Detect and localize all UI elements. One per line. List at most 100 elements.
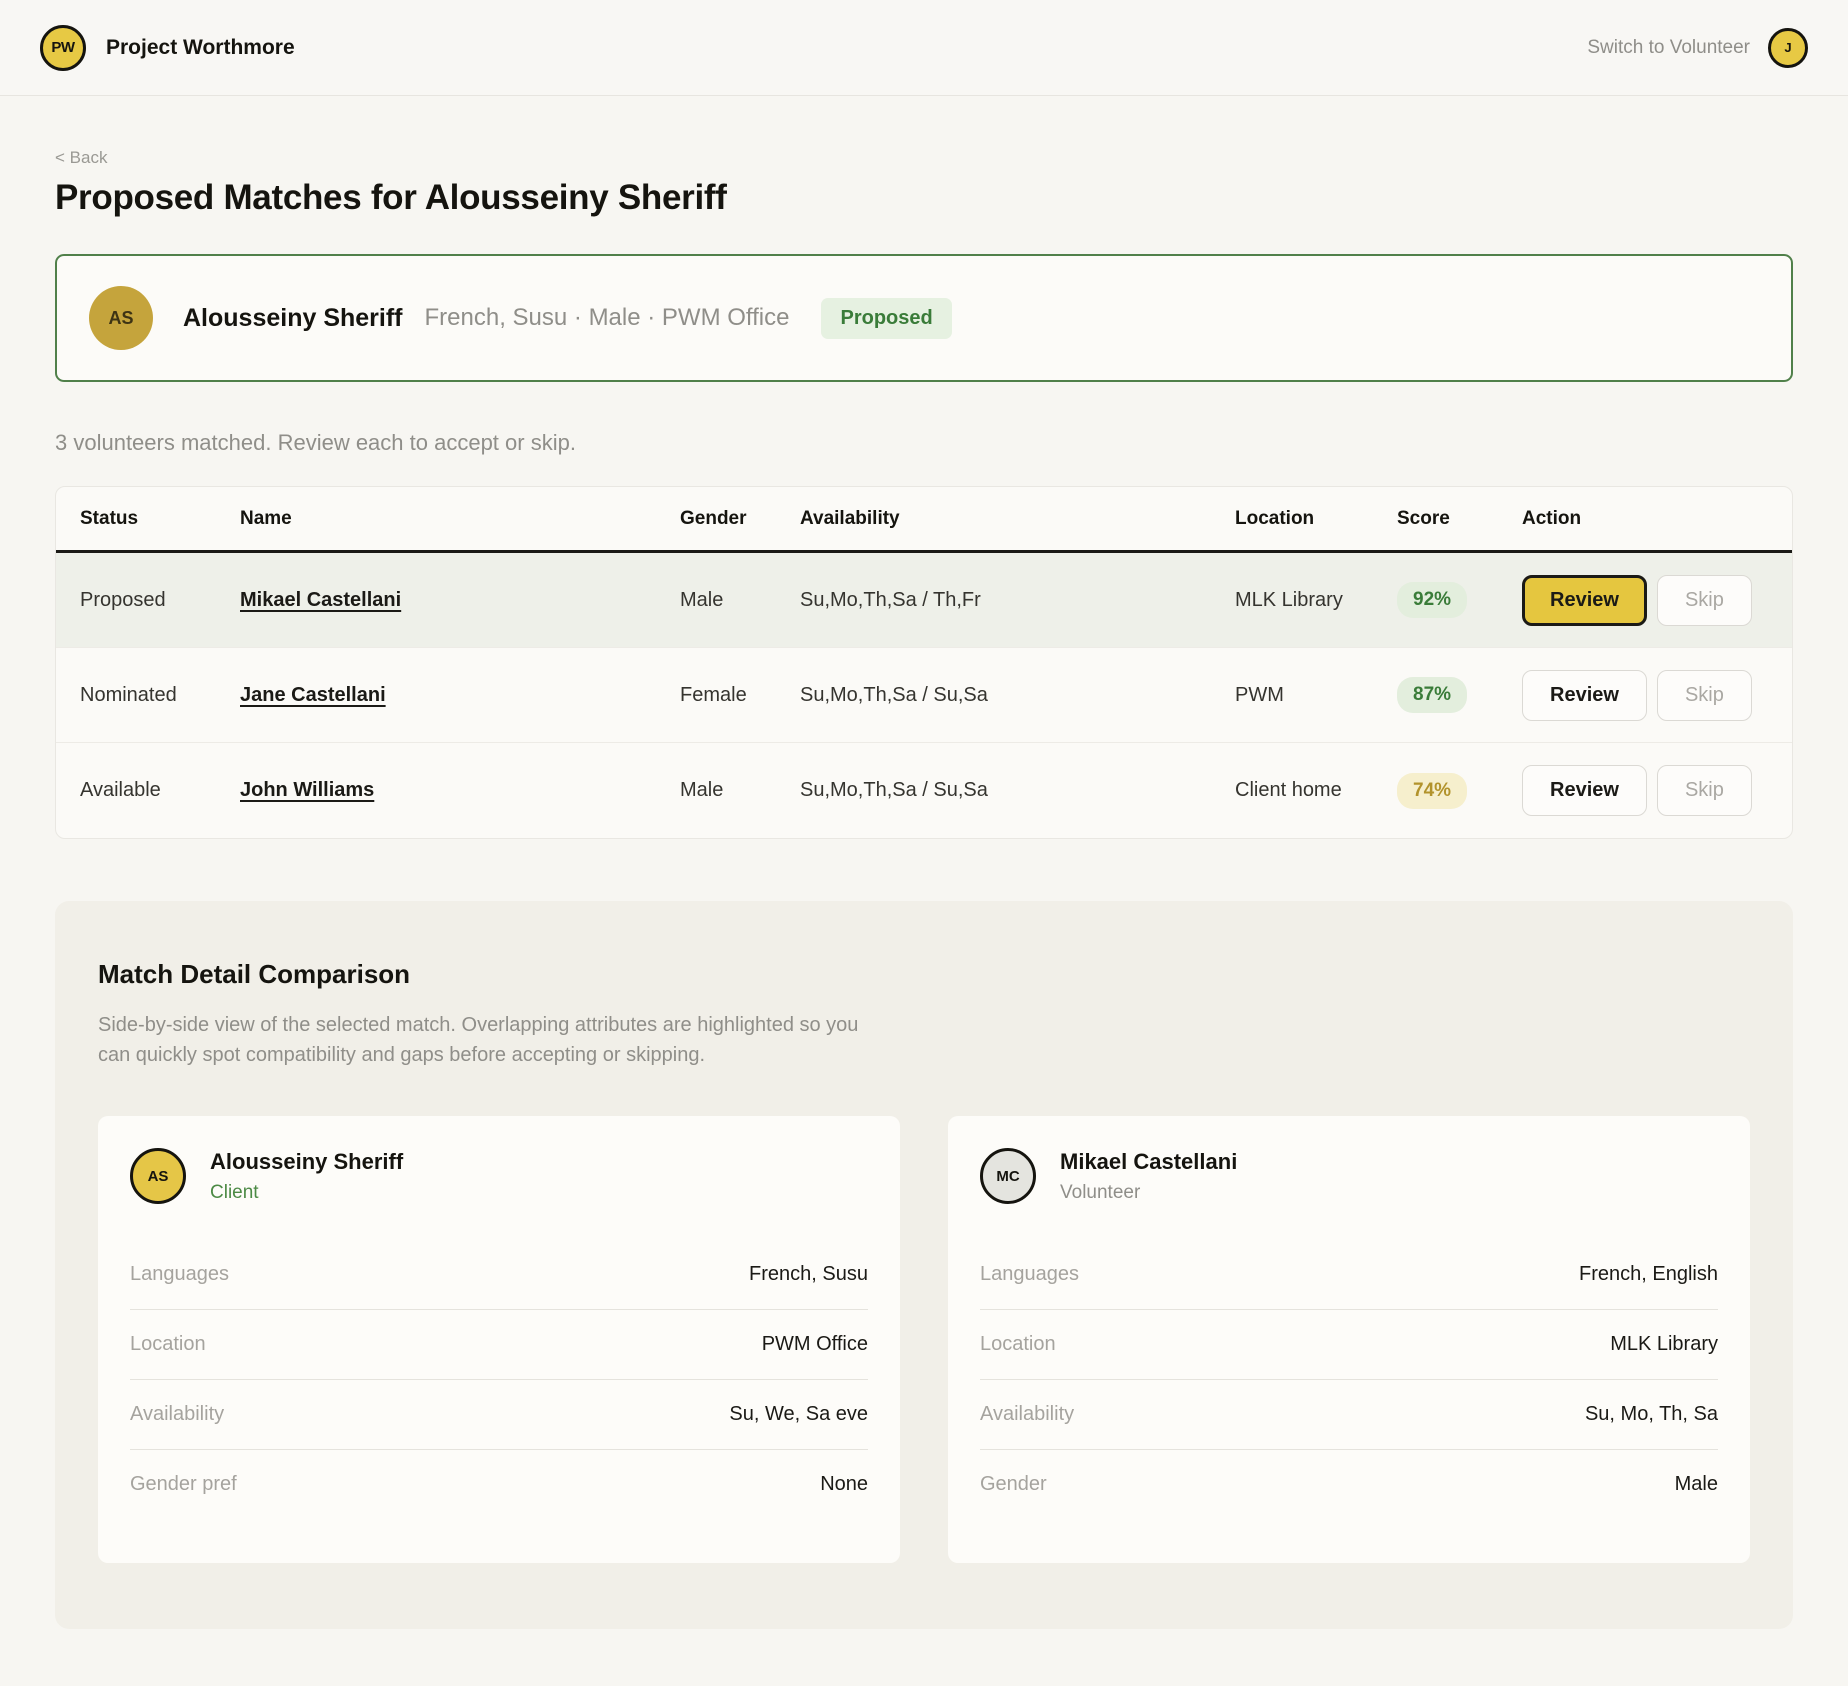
score-badge: 74% bbox=[1397, 772, 1468, 809]
row-availability: Su,Mo,Th,Sa / Th,Fr bbox=[800, 588, 981, 611]
card-header: AS Alousseiny Sheriff Client bbox=[130, 1148, 868, 1204]
skip-button[interactable]: Skip bbox=[1656, 574, 1752, 626]
comparison-cards: AS Alousseiny Sheriff Client Languages F… bbox=[98, 1116, 1750, 1563]
attribute-value: MLK Library bbox=[1610, 1333, 1718, 1355]
review-button[interactable]: Review bbox=[1522, 765, 1647, 816]
column-header-location: Location bbox=[1235, 507, 1315, 529]
attribute-label: Location bbox=[130, 1333, 206, 1355]
review-button[interactable]: Review bbox=[1522, 574, 1647, 626]
table-row[interactable]: Nominated Jane Castellani Female Su,Mo,T… bbox=[56, 648, 1792, 743]
client-banner: AS Alousseiny Sheriff French, Susu · Mal… bbox=[55, 254, 1793, 382]
attribute-list: Languages French, Susu Location PWM Offi… bbox=[130, 1240, 868, 1519]
column-header-name: Name bbox=[240, 507, 292, 529]
attribute-label: Location bbox=[980, 1333, 1056, 1355]
attribute-row: Gender pref None bbox=[130, 1450, 868, 1519]
client-name: Alousseiny Sheriff bbox=[183, 303, 403, 332]
row-location: PWM bbox=[1235, 683, 1284, 706]
attribute-label: Languages bbox=[130, 1263, 229, 1285]
card-person-role: Volunteer bbox=[1060, 1181, 1141, 1203]
app-name: Project Worthmore bbox=[106, 35, 295, 59]
client-card-avatar-initials: AS bbox=[147, 1167, 169, 1185]
attribute-label: Gender bbox=[980, 1473, 1047, 1495]
volunteer-name-link[interactable]: Mikael Castellani bbox=[240, 588, 402, 611]
row-actions: Review Skip bbox=[1522, 574, 1768, 626]
volunteer-card-avatar: MC bbox=[980, 1148, 1036, 1204]
attribute-value: PWM Office bbox=[761, 1333, 868, 1355]
client-avatar: AS bbox=[89, 286, 153, 350]
row-gender: Male bbox=[680, 779, 724, 801]
attribute-row: Location PWM Office bbox=[130, 1310, 868, 1380]
attribute-value: None bbox=[820, 1473, 868, 1495]
volunteer-detail-card: MC Mikael Castellani Volunteer Languages… bbox=[948, 1116, 1750, 1563]
score-badge: 92% bbox=[1397, 582, 1468, 618]
user-avatar[interactable]: J bbox=[1768, 27, 1808, 68]
volunteer-name-link[interactable]: Jane Castellani bbox=[240, 683, 386, 706]
row-location: MLK Library bbox=[1235, 588, 1343, 611]
row-location: Client home bbox=[1235, 779, 1342, 801]
attribute-value: French, Susu bbox=[749, 1263, 868, 1285]
comparison-description: Side-by-side view of the selected match.… bbox=[98, 1014, 859, 1066]
column-header-availability: Availability bbox=[800, 507, 900, 529]
switch-to-volunteer-link[interactable]: Switch to Volunteer bbox=[1587, 36, 1750, 58]
attribute-label: Availability bbox=[130, 1403, 225, 1425]
attribute-row: Gender Male bbox=[980, 1450, 1718, 1519]
card-header: MC Mikael Castellani Volunteer bbox=[980, 1148, 1718, 1204]
attribute-row: Availability Su, We, Sa eve bbox=[130, 1380, 868, 1450]
back-link[interactable]: < Back bbox=[55, 148, 108, 167]
score-badge: 87% bbox=[1397, 677, 1468, 713]
column-header-gender: Gender bbox=[680, 507, 747, 529]
row-availability: Su,Mo,Th,Sa / Su,Sa bbox=[800, 779, 988, 801]
table-row[interactable]: Available John Williams Male Su,Mo,Th,Sa… bbox=[56, 743, 1792, 838]
card-person-name: Alousseiny Sheriff bbox=[210, 1148, 404, 1174]
column-header-status: Status bbox=[80, 507, 139, 529]
app-logo: PW bbox=[40, 24, 86, 71]
attribute-row: Languages French, Susu bbox=[130, 1240, 868, 1310]
attribute-list: Languages French, English Location MLK L… bbox=[980, 1240, 1718, 1519]
header-right: Switch to Volunteer J bbox=[1587, 27, 1808, 68]
match-detail-comparison: Match Detail Comparison Side-by-side vie… bbox=[55, 901, 1793, 1629]
volunteer-name-link[interactable]: John Williams bbox=[240, 779, 375, 801]
row-actions: Review Skip bbox=[1522, 765, 1768, 816]
skip-button[interactable]: Skip bbox=[1656, 669, 1752, 721]
attribute-label: Gender pref bbox=[130, 1473, 237, 1495]
row-status: Nominated bbox=[80, 683, 177, 706]
user-avatar-initial: J bbox=[1784, 40, 1792, 55]
row-gender: Female bbox=[680, 683, 747, 706]
page-title: Proposed Matches for Alousseiny Sheriff bbox=[55, 178, 727, 217]
client-meta: French, Susu · Male · PWM Office bbox=[424, 304, 790, 331]
row-actions: Review Skip bbox=[1522, 669, 1768, 721]
row-status: Proposed bbox=[80, 588, 166, 611]
volunteer-card-avatar-initials: MC bbox=[996, 1167, 1020, 1185]
attribute-value: Male bbox=[1674, 1473, 1718, 1495]
attribute-value: Su, Mo, Th, Sa bbox=[1584, 1403, 1718, 1425]
attribute-value: French, English bbox=[1579, 1263, 1718, 1285]
attribute-value: Su, We, Sa eve bbox=[729, 1403, 868, 1425]
comparison-title: Match Detail Comparison bbox=[98, 959, 411, 989]
table-row[interactable]: Proposed Mikael Castellani Male Su,Mo,Th… bbox=[56, 553, 1792, 648]
column-header-action: Action bbox=[1522, 507, 1582, 529]
match-table: Status Name Gender Availability Location… bbox=[55, 486, 1793, 839]
card-person-role: Client bbox=[210, 1181, 259, 1203]
client-status-badge: Proposed bbox=[821, 297, 952, 339]
attribute-label: Languages bbox=[980, 1263, 1079, 1285]
review-button[interactable]: Review bbox=[1522, 669, 1647, 721]
row-gender: Male bbox=[680, 588, 724, 611]
client-detail-card: AS Alousseiny Sheriff Client Languages F… bbox=[98, 1116, 900, 1563]
table-header-row: Status Name Gender Availability Location… bbox=[56, 487, 1792, 553]
match-summary: 3 volunteers matched. Review each to acc… bbox=[55, 430, 576, 455]
main-content: < Back Proposed Matches for Alousseiny S… bbox=[0, 96, 1848, 1629]
column-header-score: Score bbox=[1397, 507, 1450, 529]
card-person-name: Mikael Castellani bbox=[1060, 1148, 1238, 1174]
app-logo-initials: PW bbox=[51, 39, 75, 56]
attribute-row: Languages French, English bbox=[980, 1240, 1718, 1310]
skip-button[interactable]: Skip bbox=[1656, 765, 1752, 816]
attribute-row: Location MLK Library bbox=[980, 1310, 1718, 1380]
app-header: PW Project Worthmore Switch to Volunteer… bbox=[0, 0, 1848, 96]
client-card-avatar: AS bbox=[130, 1148, 186, 1204]
brand: PW Project Worthmore bbox=[40, 24, 295, 71]
attribute-label: Availability bbox=[980, 1403, 1075, 1425]
row-status: Available bbox=[80, 779, 161, 801]
attribute-row: Availability Su, Mo, Th, Sa bbox=[980, 1380, 1718, 1450]
row-availability: Su,Mo,Th,Sa / Su,Sa bbox=[800, 683, 988, 706]
client-avatar-initials: AS bbox=[108, 307, 134, 328]
